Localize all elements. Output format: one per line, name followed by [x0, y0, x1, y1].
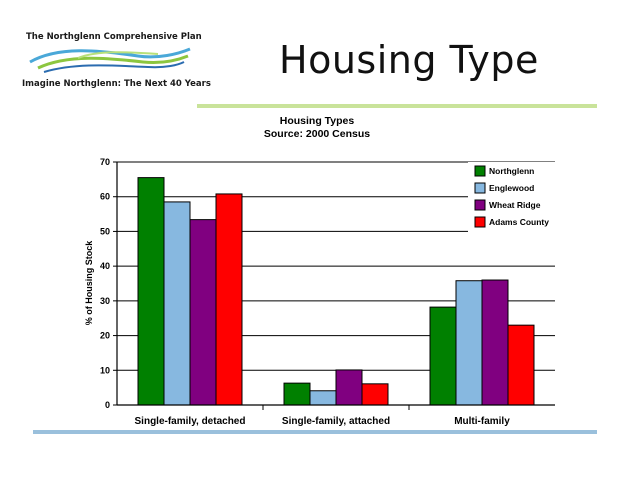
bar — [429, 306, 457, 406]
legend-label: Englewood — [489, 183, 534, 193]
footer-divider — [33, 430, 597, 434]
y-tick-label: 70 — [100, 157, 110, 167]
bar — [507, 324, 535, 406]
logo-title: The Northglenn Comprehensive Plan — [26, 32, 202, 42]
legend-label: Wheat Ridge — [489, 200, 541, 210]
x-category-label: Multi-family — [454, 416, 510, 427]
x-category-label: Single-family, attached — [282, 416, 390, 427]
bar — [455, 280, 483, 406]
axes — [113, 161, 555, 410]
y-tick-label: 50 — [100, 226, 110, 236]
bar — [189, 219, 217, 406]
bar — [137, 177, 165, 406]
bar — [163, 201, 191, 406]
legend-swatch — [474, 182, 486, 194]
y-tick-label: 20 — [100, 331, 110, 341]
y-tick-label: 10 — [100, 365, 110, 375]
legend-label: Northglenn — [489, 166, 534, 176]
legend-label: Adams County — [489, 217, 549, 227]
bar — [309, 390, 337, 406]
legend-swatch — [474, 199, 486, 211]
chart-legend: Northglenn Englewood Wheat Ridge Adams Coun… — [468, 162, 555, 232]
bar — [335, 369, 363, 406]
bar — [481, 279, 509, 406]
logo-tagline: Imagine Northglenn: The Next 40 Years — [22, 79, 211, 89]
x-category-label: Single-family, detached — [135, 416, 246, 427]
y-tick-label: 0 — [105, 400, 110, 410]
bar — [215, 193, 243, 406]
logo-swoosh-graphic — [29, 47, 191, 73]
axis-labels: 0 10 20 30 40 50 60 70 Single-family, detached Si… — [100, 157, 510, 427]
slide-title: Housing Type — [279, 38, 539, 82]
chart-title: Housing Types — [280, 115, 355, 127]
chart-subtitle: Source: 2000 Census — [264, 128, 370, 140]
y-tick-label: 60 — [100, 192, 110, 202]
plan-logo: The Northglenn Comprehensive Plan Imagin… — [18, 28, 211, 92]
bar-series — [137, 177, 535, 406]
y-tick-label: 30 — [100, 296, 110, 306]
bar — [361, 383, 389, 406]
bar — [283, 382, 311, 406]
legend-swatch — [474, 216, 486, 228]
y-axis-label: % of Housing Stock — [84, 240, 94, 325]
header-divider — [197, 104, 597, 108]
y-tick-label: 40 — [100, 261, 110, 271]
legend-swatch — [474, 165, 486, 177]
